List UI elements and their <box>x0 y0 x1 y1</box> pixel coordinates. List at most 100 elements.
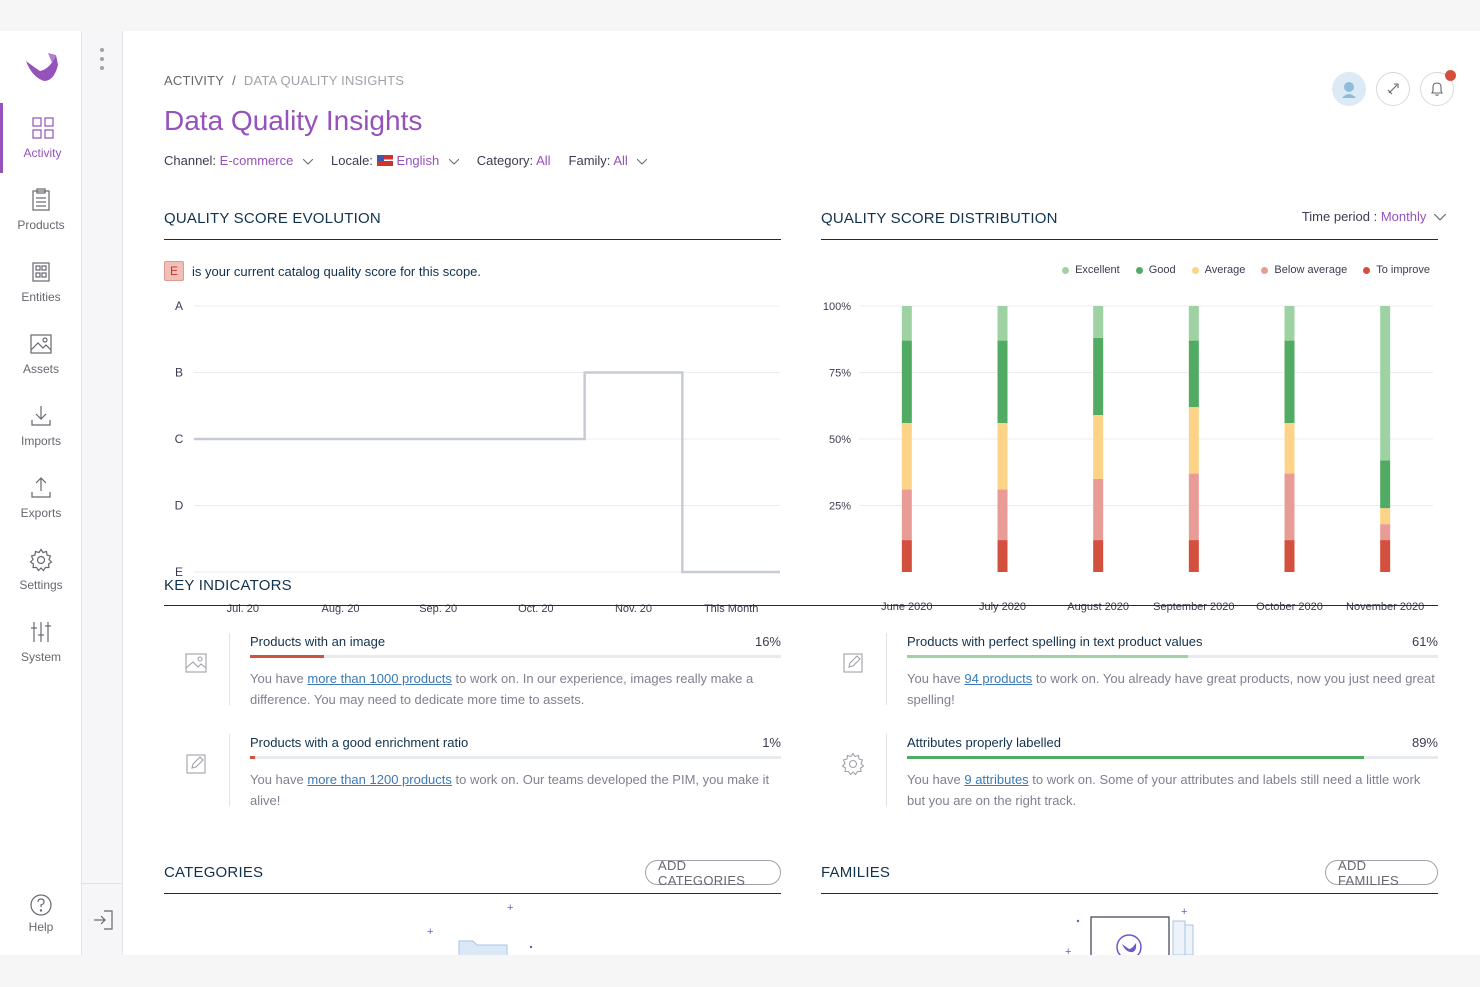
x-tick-label: This Month <box>704 603 758 615</box>
more-options-icon[interactable] <box>98 47 106 71</box>
app-window: Activity Products Entities Assets Import… <box>0 31 1480 955</box>
nav-item-assets[interactable]: Assets <box>0 319 82 389</box>
time-period-selector[interactable]: Time period : Monthly <box>1301 209 1447 224</box>
legend-swatch <box>1191 266 1199 274</box>
kpi-attributes-labelled: Attributes properly labelled 89% You hav… <box>821 734 1438 814</box>
divider <box>886 734 887 806</box>
bar-segment <box>997 423 1008 490</box>
kpi-products-link[interactable]: more than 1200 products <box>307 772 452 787</box>
avatar-icon <box>1342 82 1356 98</box>
kpi-label: Products with a good enrichment ratio <box>250 735 469 750</box>
kpi-products-with-image: Products with an image 16% You have more… <box>164 633 781 713</box>
akeneo-logo-icon[interactable] <box>22 47 60 85</box>
kpi-products-link[interactable]: 94 products <box>964 671 1033 686</box>
family-filter[interactable]: Family: All <box>569 153 648 168</box>
bar-segment <box>1188 473 1199 541</box>
expand-panel-button[interactable] <box>82 883 123 955</box>
bar-segment <box>1380 540 1391 572</box>
notifications-button[interactable] <box>1420 70 1456 106</box>
y-tick-label: A <box>175 299 183 313</box>
bar-segment <box>1188 340 1199 408</box>
legend-label: Average <box>1204 264 1246 276</box>
chevron-down-icon <box>302 158 313 165</box>
bar-segment <box>1284 473 1295 541</box>
locale-filter[interactable]: Locale: English <box>331 153 459 168</box>
bar-segment <box>901 489 912 541</box>
bar-segment <box>1380 524 1391 541</box>
bar-segment <box>901 306 912 341</box>
nav-label: Settings <box>19 578 63 592</box>
category-filter[interactable]: Category: All <box>477 153 551 168</box>
y-tick-label: 100% <box>823 301 851 313</box>
kpi-desc-text: to work on. Some of your attributes and … <box>907 772 1421 808</box>
bar-segment <box>1093 540 1104 572</box>
nav-label: System <box>20 650 61 664</box>
kpi-desc-text: You have <box>907 772 965 787</box>
nav-item-system[interactable]: System <box>0 607 82 677</box>
svg-text:+: + <box>1181 906 1187 918</box>
svg-text:+: + <box>427 926 433 938</box>
score-line <box>194 371 780 574</box>
quality-score-distribution-chart: 100% 75% 50% 25% June 2020 July 2020 August 20… <box>823 301 1433 613</box>
y-tick-label: C <box>175 432 184 446</box>
us-flag-icon <box>376 155 393 166</box>
nav-item-exports[interactable]: Exports <box>0 463 82 533</box>
divider <box>164 239 781 240</box>
legend-label: To improve <box>1376 264 1430 276</box>
x-tick-label: July 2020 <box>979 601 1026 613</box>
nav-item-help[interactable]: Help <box>0 893 82 943</box>
current-score-text: is your current catalog quality score fo… <box>192 263 482 279</box>
assets-image-icon <box>30 334 52 354</box>
chevron-down-icon <box>1433 213 1447 221</box>
divider <box>229 734 230 806</box>
divider <box>229 633 230 705</box>
channel-filter[interactable]: Channel: E-commerce <box>164 153 313 168</box>
kpi-attributes-link[interactable]: 9 attributes <box>964 772 1029 787</box>
legend-item: Excellent <box>1062 264 1120 276</box>
kpi-percentage: 16% <box>754 634 781 649</box>
nav-item-entities[interactable]: Entities <box>0 247 82 317</box>
filter-value: E-commerce <box>219 153 294 168</box>
kpi-percentage: 1% <box>762 735 781 750</box>
legend-label: Good <box>1148 264 1176 276</box>
add-categories-button[interactable]: ADD CATEGORIES <box>645 858 781 888</box>
kpi-label: Products with an image <box>250 634 386 649</box>
x-tick-label: August 2020 <box>1067 601 1129 613</box>
bar-segment <box>1284 340 1295 424</box>
time-period-label: Time period : <box>1301 209 1378 224</box>
kpi-desc-text: You have <box>250 671 308 686</box>
x-tick-label: Oct. 20 <box>518 603 553 615</box>
current-grade-badge: E <box>164 261 184 281</box>
breadcrumb-activity[interactable]: ACTIVITY <box>164 73 225 88</box>
legend-swatch <box>1135 266 1143 274</box>
key-indicators-title: KEY INDICATORS <box>164 577 292 594</box>
kpi-progress-fill <box>907 655 1189 658</box>
current-score-note: E is your current catalog quality score … <box>164 261 481 281</box>
add-families-button[interactable]: ADD FAMILIES <box>1325 858 1438 888</box>
kpi-label: Attributes properly labelled <box>907 735 1061 750</box>
filter-label: Channel: <box>164 153 217 168</box>
kpi-progress-fill <box>250 756 256 759</box>
nav-item-settings[interactable]: Settings <box>0 535 82 605</box>
kpi-description: You have 94 products to work on. You alr… <box>907 668 1438 710</box>
bar-segment <box>901 540 912 572</box>
divider <box>821 893 1438 894</box>
families-illustration: + + <box>1065 906 1194 955</box>
nav-item-activity[interactable]: Activity <box>0 103 82 173</box>
y-tick-label: 75% <box>829 368 851 380</box>
nav-item-imports[interactable]: Imports <box>0 391 82 461</box>
x-tick-label: Jul. 20 <box>227 603 259 615</box>
imports-download-icon <box>31 406 51 426</box>
share-button[interactable] <box>1376 72 1410 106</box>
categories-title: CATEGORIES <box>164 864 264 881</box>
time-period-value: Monthly <box>1380 209 1427 224</box>
quality-score-evolution-chart: A B C D E Jul. 20 Aug. 20 Sep. 20 Oct. 20 Nov. 20… <box>175 299 780 615</box>
chevron-down-icon <box>637 158 648 165</box>
enrichment-edit-icon <box>186 754 206 774</box>
nav-item-products[interactable]: Products <box>0 175 82 245</box>
legend-swatch <box>1062 266 1070 274</box>
user-avatar-button[interactable] <box>1332 72 1366 106</box>
kpi-products-link[interactable]: more than 1000 products <box>307 671 452 686</box>
kpi-description: You have more than 1000 products to work… <box>250 668 781 710</box>
divider <box>821 239 1438 240</box>
